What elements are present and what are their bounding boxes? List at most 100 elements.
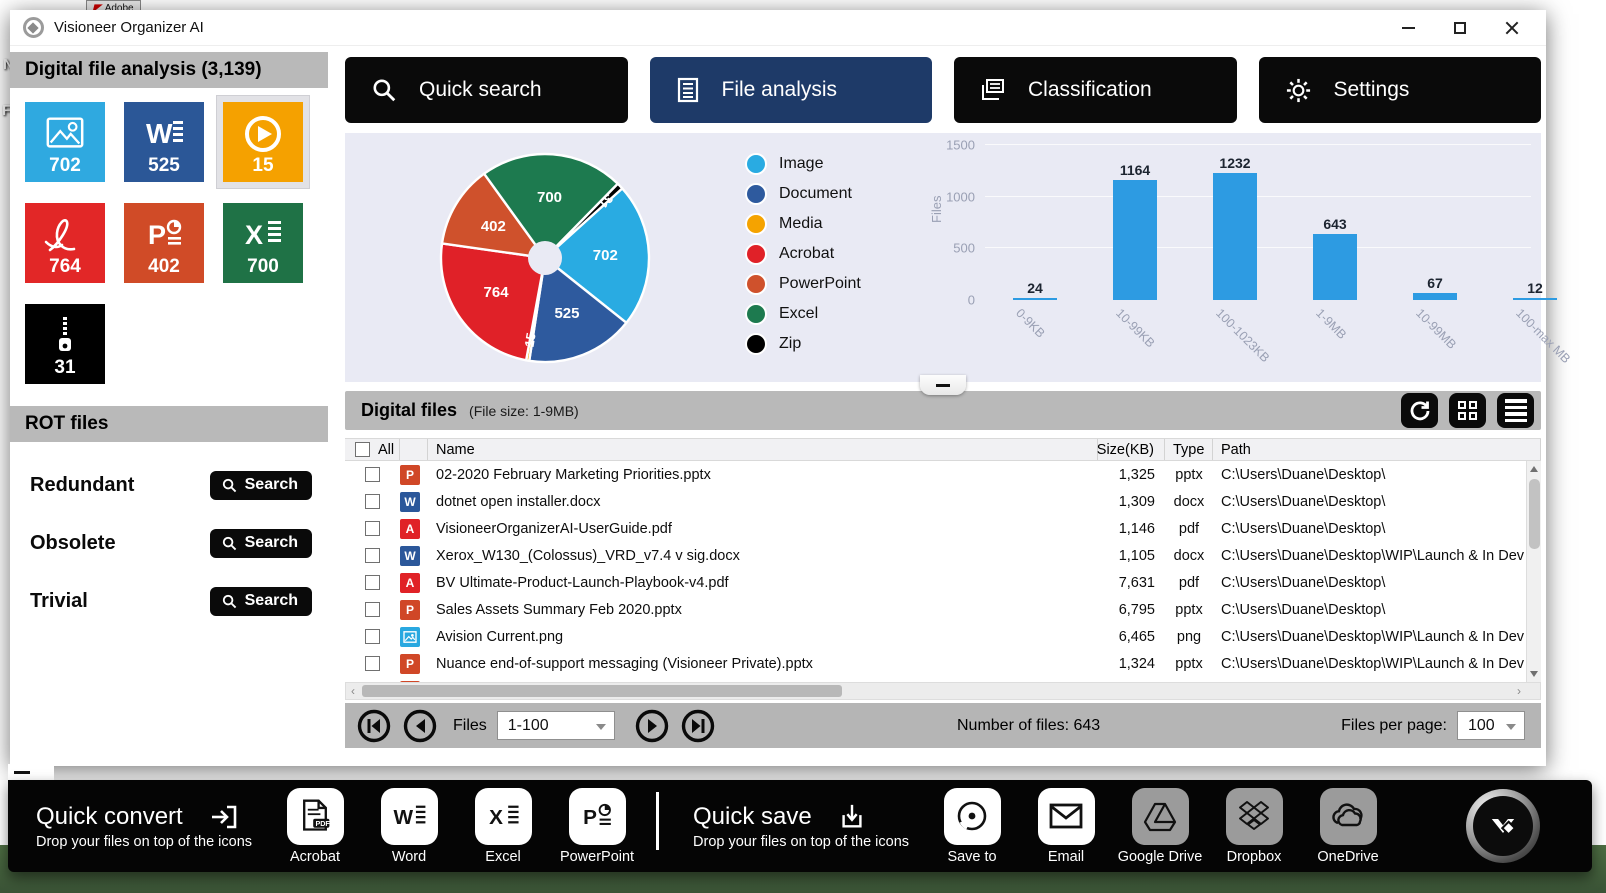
next-page-button[interactable] (635, 709, 669, 743)
tab-classification[interactable]: Classification (954, 57, 1237, 123)
pie-slice-powerpoint[interactable] (440, 171, 547, 259)
convert-acrobat[interactable]: PDF Acrobat (286, 787, 344, 865)
table-row[interactable]: A VisioneerOrganizerAI-UserGuide.pdf 1,1… (345, 515, 1525, 542)
dock-collapse-handle[interactable] (8, 764, 54, 780)
col-path[interactable]: Path (1213, 439, 1541, 460)
bar-value-label: 67 (1427, 275, 1443, 292)
file-type: docx (1173, 493, 1205, 510)
tile-acrobat[interactable]: 764 (25, 203, 105, 283)
table-row[interactable]: W dotnet open installer.docx 1,309 docx … (345, 488, 1525, 515)
table-row[interactable]: P Sales Assets Summary Feb 2020.pptx 6,7… (345, 596, 1525, 623)
table-row[interactable]: P Nuance end-of-support messaging (Visio… (345, 650, 1525, 677)
save-google-drive[interactable]: Google Drive (1118, 787, 1202, 865)
bar-0-9KB[interactable] (1013, 297, 1057, 300)
convert-word[interactable]: W Word (380, 787, 438, 865)
tile-image[interactable]: 702 (25, 102, 105, 182)
bar-1-9MB[interactable] (1313, 233, 1357, 300)
file-name: Xerox_W130_(Colossus)_VRD_v7.4 v sig.doc… (436, 547, 740, 564)
search-icon (222, 536, 236, 550)
grid-view-button[interactable] (1449, 393, 1486, 428)
table-row[interactable]: P (345, 677, 1525, 682)
scroll-right-arrow[interactable]: › (1517, 684, 1521, 698)
desktop-icon-label-fragment: F (2, 102, 12, 119)
select-all-checkbox[interactable] (355, 442, 370, 457)
file-type: pptx (1175, 601, 1203, 618)
horizontal-scrollbar[interactable]: ‹ › (345, 682, 1541, 700)
bar-10-99MB[interactable] (1413, 293, 1457, 300)
file-type: pdf (1178, 574, 1200, 591)
table-row[interactable]: A BV Ultimate-Product-Launch-Playbook-v4… (345, 569, 1525, 596)
tab-label: File analysis (721, 78, 838, 101)
maximize-button[interactable] (1434, 10, 1486, 46)
convert-powerpoint[interactable]: P PowerPoint (560, 787, 634, 865)
file-range-select[interactable]: 1-100 (496, 711, 615, 740)
table-row[interactable]: P 02-2020 February Marketing Priorities.… (345, 461, 1525, 488)
tile-powerpoint[interactable]: P 402 (124, 203, 204, 283)
last-page-button[interactable] (681, 709, 715, 743)
legend-color-dot (745, 153, 767, 175)
row-checkbox[interactable] (365, 467, 380, 482)
close-button[interactable] (1486, 10, 1538, 46)
scroll-up-arrow[interactable] (1530, 466, 1538, 472)
save-email[interactable]: Email (1037, 787, 1095, 865)
trivial-search-button[interactable]: Search (209, 587, 312, 616)
pie-slice-document[interactable] (528, 256, 628, 363)
row-checkbox[interactable] (365, 548, 380, 563)
vertical-scrollbar[interactable] (1526, 461, 1541, 682)
files-per-page-select[interactable]: 100 (1457, 711, 1525, 740)
table-row[interactable]: Avision Current.png 6,465 png C:\Users\D… (345, 623, 1525, 650)
scroll-down-arrow[interactable] (1530, 671, 1538, 677)
refresh-button[interactable] (1401, 393, 1438, 428)
redundant-label: Redundant (30, 474, 135, 496)
tile-excel[interactable]: X 700 (223, 203, 303, 283)
row-checkbox[interactable] (365, 602, 380, 617)
obsolete-search-button[interactable]: Search (209, 529, 312, 558)
tile-acrobat-count: 764 (49, 256, 81, 277)
tile-media[interactable]: 15 (223, 102, 303, 182)
legend-color-dot (745, 333, 767, 355)
vertical-scroll-thumb[interactable] (1529, 479, 1540, 549)
col-type[interactable]: Type (1165, 439, 1213, 460)
bar-100-1023KB[interactable] (1213, 172, 1257, 300)
pie-slice-acrobat[interactable] (439, 241, 547, 361)
tab-file-analysis[interactable]: File analysis (649, 57, 932, 123)
list-view-button[interactable] (1497, 393, 1534, 428)
pie-slice-excel[interactable] (482, 152, 620, 259)
pie-slice-zip[interactable] (543, 182, 624, 259)
convert-excel[interactable]: X Excel (474, 787, 532, 865)
tab-quick-search[interactable]: Quick search (345, 57, 628, 123)
x-axis-label: 1-9MB (1313, 306, 1350, 342)
tab-settings[interactable]: Settings (1258, 57, 1541, 123)
refresh-icon (1410, 401, 1429, 420)
gridline (985, 144, 1531, 145)
file-type: png (1176, 628, 1202, 645)
scroll-left-arrow[interactable]: ‹ (351, 684, 355, 698)
pie-slice-image[interactable] (543, 186, 651, 324)
row-checkbox[interactable] (365, 521, 380, 536)
tile-word[interactable]: W 525 (124, 102, 204, 182)
adobe-label: Adobe (104, 3, 134, 14)
file-type-icon: A (400, 518, 420, 539)
table-row[interactable]: W Xerox_W130_(Colossus)_VRD_v7.4 v sig.d… (345, 542, 1525, 569)
save-dropbox[interactable]: Dropbox (1225, 787, 1283, 865)
previous-page-button[interactable] (403, 709, 437, 743)
tab-label: Quick search (419, 78, 542, 101)
bar-100-max MB[interactable] (1513, 298, 1557, 300)
row-checkbox[interactable] (365, 629, 380, 644)
visioneer-brand-button[interactable] (1466, 789, 1540, 863)
horizontal-scroll-thumb[interactable] (362, 685, 842, 697)
tile-zip[interactable]: 31 (25, 304, 105, 384)
save-onedrive[interactable]: OneDrive (1317, 787, 1379, 865)
minimize-button[interactable] (1382, 10, 1434, 46)
row-checkbox[interactable] (365, 494, 380, 509)
first-page-button[interactable] (357, 709, 391, 743)
col-size[interactable]: Size(KB) (1097, 439, 1165, 460)
chart-collapse-handle[interactable] (920, 375, 966, 395)
bar-10-99KB[interactable] (1113, 179, 1157, 300)
save-to-disc[interactable]: Save to (943, 787, 1001, 865)
redundant-search-button[interactable]: Search (209, 471, 312, 500)
row-checkbox[interactable] (365, 656, 380, 671)
email-label: Email (1047, 848, 1085, 865)
col-name[interactable]: Name (428, 439, 1098, 460)
row-checkbox[interactable] (365, 575, 380, 590)
